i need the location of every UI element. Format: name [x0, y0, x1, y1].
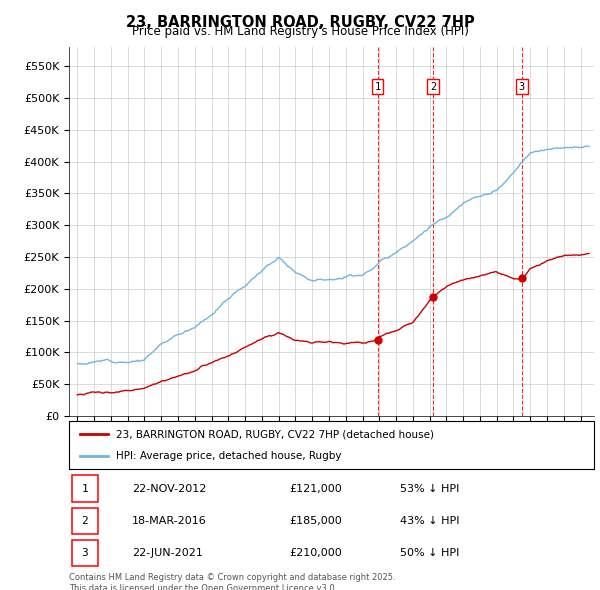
Text: HPI: Average price, detached house, Rugby: HPI: Average price, detached house, Rugb… [116, 451, 342, 461]
Text: 23, BARRINGTON ROAD, RUGBY, CV22 7HP: 23, BARRINGTON ROAD, RUGBY, CV22 7HP [125, 15, 475, 30]
Text: £210,000: £210,000 [290, 548, 342, 558]
Text: 50% ↓ HPI: 50% ↓ HPI [400, 548, 459, 558]
Text: 3: 3 [519, 81, 525, 91]
Text: 18-MAR-2016: 18-MAR-2016 [132, 516, 207, 526]
Text: Price paid vs. HM Land Registry's House Price Index (HPI): Price paid vs. HM Land Registry's House … [131, 25, 469, 38]
Text: 1: 1 [82, 484, 88, 494]
Text: £185,000: £185,000 [290, 516, 342, 526]
Text: 22-NOV-2012: 22-NOV-2012 [132, 484, 206, 494]
Text: 2: 2 [430, 81, 436, 91]
Text: 23, BARRINGTON ROAD, RUGBY, CV22 7HP (detached house): 23, BARRINGTON ROAD, RUGBY, CV22 7HP (de… [116, 429, 434, 439]
Text: 3: 3 [82, 548, 88, 558]
Bar [71, 540, 98, 566]
Text: 53% ↓ HPI: 53% ↓ HPI [400, 484, 459, 494]
Text: 43% ↓ HPI: 43% ↓ HPI [400, 516, 459, 526]
Text: £121,000: £121,000 [290, 484, 342, 494]
Text: 2: 2 [82, 516, 88, 526]
Bar [71, 507, 98, 534]
Bar [71, 476, 98, 502]
Text: Contains HM Land Registry data © Crown copyright and database right 2025.
This d: Contains HM Land Registry data © Crown c… [69, 573, 395, 590]
Text: 22-JUN-2021: 22-JUN-2021 [132, 548, 203, 558]
Text: 1: 1 [374, 81, 381, 91]
